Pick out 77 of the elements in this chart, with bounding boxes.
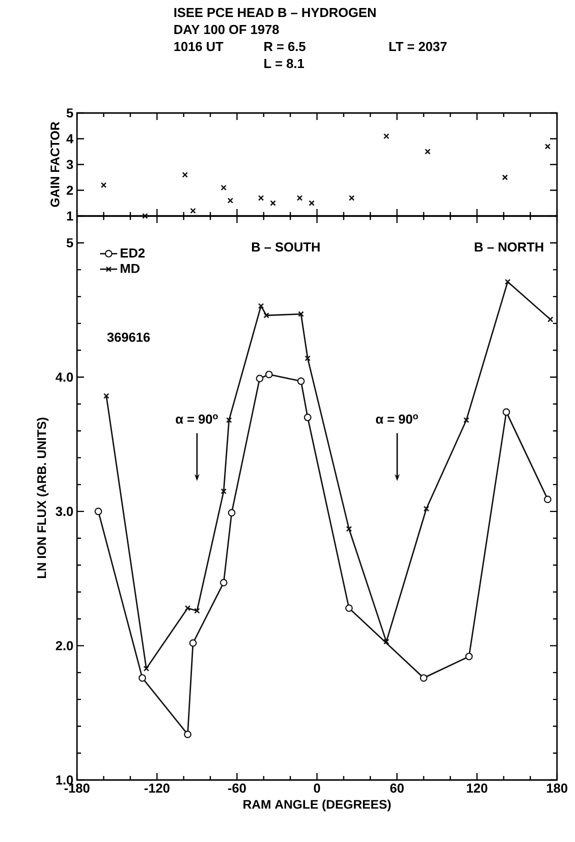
y-tick-label: 5 bbox=[66, 108, 74, 118]
chart-title: ISEE PCE HEAD B – HYDROGEN bbox=[174, 8, 376, 18]
point bbox=[465, 652, 473, 660]
point bbox=[256, 374, 264, 382]
point bbox=[138, 674, 146, 682]
point bbox=[270, 200, 276, 206]
point bbox=[304, 355, 311, 362]
legend-label: ED2 bbox=[120, 248, 145, 258]
text: L = 8.1 bbox=[264, 58, 304, 68]
x-tick-label: 180 bbox=[546, 784, 568, 793]
point bbox=[220, 184, 227, 191]
point bbox=[420, 674, 428, 682]
point bbox=[265, 370, 273, 378]
y-tick-label: 4.0 bbox=[56, 372, 73, 382]
text: R = 6.5 bbox=[264, 42, 306, 52]
point bbox=[463, 417, 470, 424]
point bbox=[228, 509, 236, 517]
y-tick-label: 5 bbox=[66, 238, 74, 248]
annotation: 369616 bbox=[107, 332, 150, 342]
y-tick-label: 3 bbox=[66, 160, 73, 170]
point bbox=[544, 144, 551, 150]
x-tick-label: 60 bbox=[390, 784, 404, 793]
y-tick-label: 3.0 bbox=[56, 506, 73, 516]
legend-label: MD bbox=[120, 264, 140, 273]
x-tick-label: -60 bbox=[228, 784, 246, 793]
point bbox=[94, 508, 102, 516]
point bbox=[297, 377, 305, 385]
y-tick-label: 4 bbox=[66, 134, 74, 144]
y-tick-label: 2 bbox=[66, 186, 73, 195]
x-tick-label: -120 bbox=[144, 784, 170, 793]
annotation: α = 90$^{o}$ bbox=[376, 414, 418, 424]
y-tick-label: 1.0 bbox=[56, 775, 73, 785]
point bbox=[142, 213, 148, 219]
point bbox=[502, 174, 508, 180]
point bbox=[504, 278, 511, 285]
y-tick-label: 2.0 bbox=[56, 641, 73, 650]
point bbox=[346, 526, 352, 532]
point bbox=[304, 414, 312, 422]
point bbox=[345, 604, 353, 612]
point bbox=[226, 417, 232, 424]
point bbox=[298, 311, 304, 317]
y-axis-title: GAIN FACTOR bbox=[50, 122, 60, 207]
x-tick-label: 0 bbox=[314, 784, 320, 793]
x-tick-label: 120 bbox=[466, 784, 488, 793]
x-tick-label: -180 bbox=[64, 784, 90, 793]
x-axis-title: RAM ANGLE (DEGREES) bbox=[244, 800, 391, 812]
annotation: α = 90$^{o}$ bbox=[176, 414, 218, 424]
point bbox=[194, 608, 200, 614]
point bbox=[502, 408, 510, 416]
point bbox=[184, 605, 191, 612]
point bbox=[100, 182, 107, 188]
point bbox=[220, 488, 227, 494]
point bbox=[182, 172, 188, 178]
text: LT = 2037 bbox=[389, 42, 447, 52]
point bbox=[143, 666, 150, 672]
point bbox=[383, 133, 390, 140]
point bbox=[383, 638, 390, 645]
point bbox=[308, 200, 315, 206]
point bbox=[189, 639, 197, 647]
text: 1016 UT bbox=[174, 42, 224, 52]
annotation: B – NORTH bbox=[474, 242, 544, 252]
point bbox=[184, 730, 192, 738]
point bbox=[258, 303, 264, 309]
point bbox=[544, 496, 552, 504]
point bbox=[227, 198, 234, 204]
annotation: B – SOUTH bbox=[252, 242, 320, 252]
y-tick-label: 1 bbox=[67, 212, 74, 220]
point bbox=[190, 208, 196, 214]
point bbox=[424, 148, 431, 155]
point bbox=[296, 195, 303, 201]
y-axis-title: LN ION FLUX (ARB. UNITS) bbox=[36, 418, 49, 578]
text: DAY 100 OF 1978 bbox=[174, 24, 279, 34]
point bbox=[220, 578, 228, 586]
point bbox=[263, 312, 270, 318]
point bbox=[423, 506, 430, 512]
point bbox=[348, 195, 355, 201]
point bbox=[258, 195, 264, 201]
